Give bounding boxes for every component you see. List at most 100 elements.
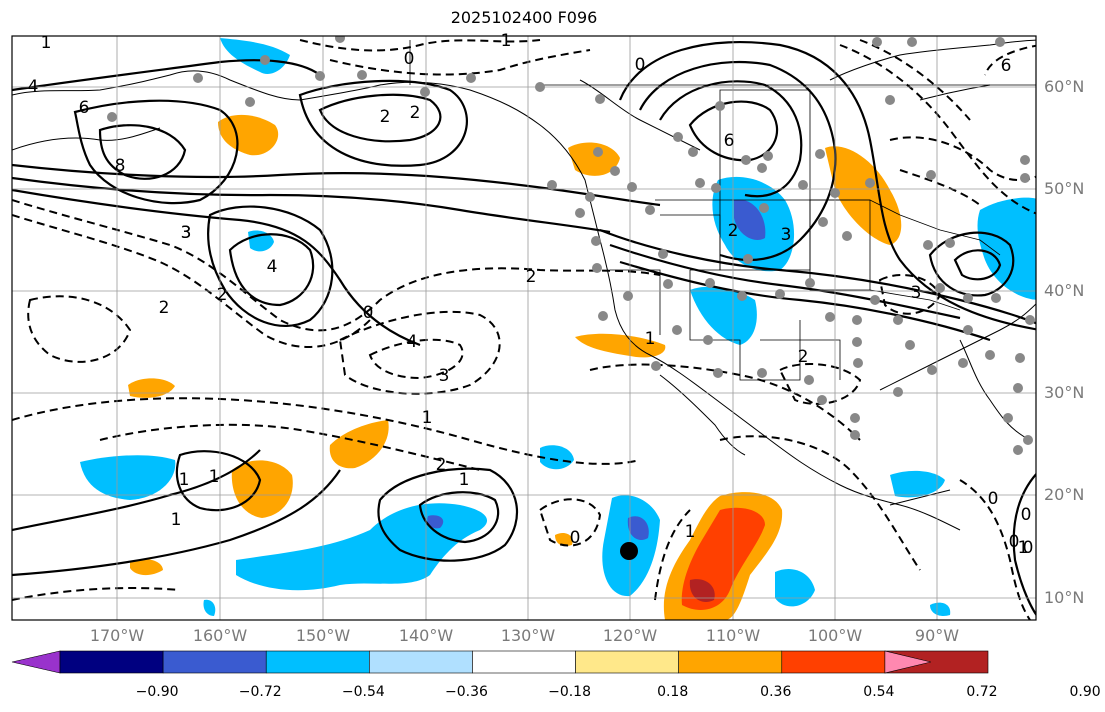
solid-contour-label: 8 [115,156,126,176]
solid-contour-label: 6 [79,98,90,118]
solid-contour-label: 6 [724,131,735,151]
dashed-contour-label: 0 [570,528,581,548]
solid-contour-label: 3 [781,225,792,245]
negative-anomaly-fill [930,602,951,616]
solid-contour-label: 1 [209,467,220,487]
lat-label: 30°N [1044,383,1085,402]
dashed-contour-label: 1 [645,329,656,349]
colorbar-segment [162,650,267,674]
solid-contour-label: 2 [380,107,391,127]
positive-anomaly-fill [555,533,573,546]
colorbar-tick-label: −0.90 [135,684,179,700]
dashed-contour-label: 2 [798,347,809,367]
dashed-contour-label: 0 [363,303,374,323]
lon-label: 120°W [602,626,658,645]
colorbar-segment [781,650,886,674]
lat-label: 10°N [1044,588,1085,607]
dashed-contour-label: 2 [159,298,170,318]
dashed-contour-label: 1 [422,408,433,428]
lat-label: 50°N [1044,179,1085,198]
lon-label: 150°W [295,626,351,645]
lon-label: 140°W [398,626,454,645]
point-marker[interactable] [620,542,638,560]
solid-contour-label: 4 [28,77,39,97]
negative-anomaly-fill [203,599,216,616]
political-borders [409,40,1036,381]
negative-anomaly-fill [220,38,290,75]
colorbar-tick-label: 0.90 [1069,684,1101,700]
colorbar-tick-label: 0.18 [657,684,689,700]
dashed-contour-label: 0 [1009,532,1020,552]
positive-anomaly-fill [218,114,279,156]
dashed-contour-label: 1 [685,522,696,542]
colorbar-segment [575,650,679,674]
positive-contours [12,40,1036,617]
solid-contour-label: 3 [181,223,192,243]
negative-anomaly-fill [627,516,649,540]
solid-contour-label: 2 [410,103,421,123]
colorbar-tick-label: 0.72 [966,684,998,700]
solid-contour-label: 2 [436,455,447,475]
dashed-contour-label: 1 [1018,538,1029,558]
solid-contour-label: 1 [179,470,190,490]
dashed-contour-label: 3 [439,366,450,386]
colorbar-tick-label: −0.36 [444,684,488,700]
plot-frame [11,35,1037,621]
colorbar-tick-label: 0.54 [863,684,895,700]
colorbar-segment [11,650,61,674]
dashed-contour-label: 0 [988,489,999,509]
lat-label: 40°N [1044,281,1085,300]
solid-contour-label: 0 [1023,538,1034,558]
dashed-contour-label: 4 [407,332,418,352]
graticule [12,36,1036,620]
colorbar-segment [369,650,473,674]
colorbar-tick-label: −0.72 [238,684,282,700]
negative-anomaly-fill [734,199,766,240]
dashed-contour-label: 3 [911,283,922,303]
lon-label: 100°W [807,626,863,645]
anomaly-fills [80,38,1036,620]
negative-anomaly-fill [775,569,815,607]
solid-contour-label: 2 [728,221,739,241]
map-title: 2025102400 F096 [450,8,598,27]
negative-anomaly-fill [236,503,488,591]
colorbar-tick-label: 0.36 [760,684,792,700]
negative-anomaly-fill [80,455,176,500]
coastlines [12,39,1036,531]
negative-anomaly-fill [427,515,444,529]
solid-contour-label: 2 [217,285,228,305]
colorbar-tick-label: −0.54 [341,684,385,700]
dashed-contour-label: 1 [501,31,512,51]
dashed-contour-label: 0 [404,49,415,69]
negative-anomaly-fill [977,197,1036,300]
lon-label: 130°W [500,626,556,645]
positive-anomaly-fill [329,420,389,469]
negative-anomaly-fill [540,445,574,470]
positive-anomaly-fill [575,333,666,358]
colorbar-tick-label: −0.18 [548,684,591,700]
negative-anomaly-fill [690,286,757,345]
solid-contour-label: 0 [1021,505,1032,525]
colorbar [11,650,989,674]
dashed-contour-label: 6 [1001,56,1012,76]
positive-anomaly-fill [825,146,902,245]
lon-label: 90°W [914,626,960,645]
dashed-contour-label: 3 [181,223,192,243]
colorbar-segment [59,650,164,674]
dashed-contour-label: 1 [41,33,52,53]
solid-contour-label: 4 [267,257,278,277]
lon-label: 160°W [192,626,248,645]
solid-contour-label: 1 [459,470,470,490]
lat-label: 20°N [1044,485,1085,504]
lon-label: 110°W [705,626,761,645]
dashed-contour-label: 2 [526,267,537,287]
positive-anomaly-fill [231,460,293,518]
colorbar-segment [265,650,370,674]
solid-contour-label: 1 [171,510,182,530]
dashed-contour-label: 0 [635,55,646,75]
positive-anomaly-fill [689,579,715,602]
lon-label: 170°W [89,626,145,645]
positive-anomaly-fill [128,378,175,398]
